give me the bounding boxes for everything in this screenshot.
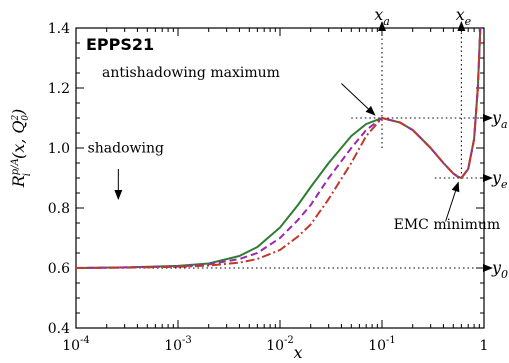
emc-annotation: EMC minimum	[394, 217, 501, 233]
x-tick-label: 10-3	[164, 335, 192, 354]
series-line-3	[76, 28, 482, 269]
xa-label: xa	[374, 5, 390, 28]
antishadowing-annotation: antishadowing maximum	[102, 65, 280, 81]
y0-label: y0	[491, 258, 508, 281]
x-tick-label: 10-4	[62, 335, 90, 354]
x-tick-label: 10-2	[266, 335, 294, 354]
ye-label: ye	[491, 168, 508, 191]
emc-arrow	[445, 181, 460, 222]
ya-label: ya	[491, 108, 508, 131]
x-tick-label: 1	[480, 338, 489, 354]
y-tick-label: 1.0	[48, 141, 70, 157]
y-tick-label: 1.2	[48, 81, 70, 97]
x-axis-label: x	[293, 343, 302, 362]
y-tick-label: 0.6	[48, 261, 70, 277]
y-tick-label: 0.8	[48, 201, 70, 217]
y-tick-label: 0.4	[48, 321, 70, 337]
shadowing-annotation: shadowing	[88, 141, 164, 157]
y-tick-label: 1.4	[48, 21, 70, 37]
x-tick-label: 10-1	[368, 335, 396, 354]
chart-title: EPPS21	[86, 35, 154, 54]
xe-label: xe	[456, 5, 472, 28]
antishadowing-arrow	[341, 83, 376, 116]
y-axis-label: Rp/Ai(x, Q20)	[9, 109, 33, 189]
series-line-2	[76, 28, 482, 269]
